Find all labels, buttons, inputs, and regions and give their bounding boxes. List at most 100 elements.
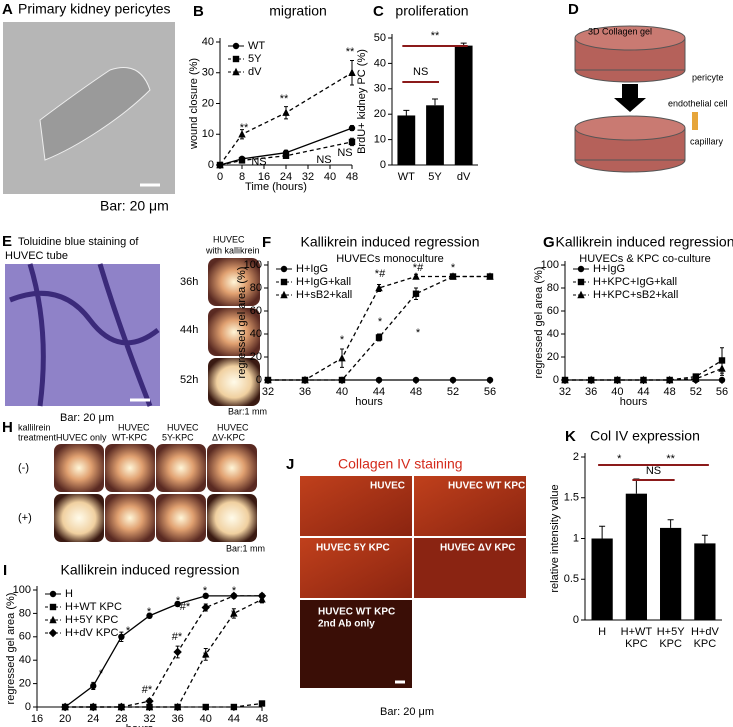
y-tick-label: 60 xyxy=(547,305,559,317)
x-tick-label: 32 xyxy=(302,171,314,183)
chart-title: proliferation xyxy=(395,3,468,19)
y-tick-label: 10 xyxy=(374,134,386,146)
y-axis-label: regressed gel area (%) xyxy=(5,593,17,705)
micrograph xyxy=(300,600,412,688)
chart-title: Kallikrein induced regression xyxy=(61,562,240,578)
data-point xyxy=(118,633,125,640)
annotation: * xyxy=(231,608,236,620)
panel-letter: D xyxy=(568,1,579,18)
legend-label: H+WT KPC xyxy=(65,601,122,613)
data-point xyxy=(89,702,98,712)
micrograph xyxy=(5,264,160,406)
panel-letter: A xyxy=(2,1,13,18)
legend-label: WT xyxy=(248,40,265,52)
micrograph xyxy=(300,538,412,598)
scale-bar-label: Bar:1 mm xyxy=(228,406,267,416)
y-tick-label: 40 xyxy=(547,328,559,340)
data-point xyxy=(174,600,181,608)
error-bar xyxy=(432,98,438,106)
y-tick-label: 40 xyxy=(374,57,386,69)
y-tick-label: 20 xyxy=(547,351,559,363)
scale-bar-label: Bar:1 mm xyxy=(226,543,265,553)
data-point xyxy=(60,702,70,712)
data-point xyxy=(202,592,209,600)
y-tick-label: 0.5 xyxy=(564,573,579,585)
column-header: WT-KPC xyxy=(112,432,147,442)
annotation: #* xyxy=(172,631,183,643)
data-point xyxy=(613,375,622,384)
gel-image xyxy=(208,258,260,306)
data-point xyxy=(375,283,383,292)
x-axis-label: hours xyxy=(620,396,648,408)
time-label: 44h xyxy=(180,324,198,336)
data-point xyxy=(718,364,726,372)
annotation: * xyxy=(617,453,622,465)
inset-title: with kallikrein xyxy=(205,245,260,255)
panel-title: Toluidine blue staining of xyxy=(18,236,139,248)
x-tick-label: 56 xyxy=(716,386,728,398)
x-tick-label-box: H+WT KPC xyxy=(621,626,652,650)
x-tick-label: 32 xyxy=(559,386,571,398)
data-point xyxy=(238,157,246,164)
x-tick-label: 56 xyxy=(484,386,496,398)
data-point xyxy=(412,272,420,280)
panel-letter: F xyxy=(262,234,271,251)
data-point xyxy=(230,703,238,711)
y-tick-label: 40 xyxy=(19,654,31,666)
data-point xyxy=(230,609,238,617)
chart-subtitle: HUVECs & KPC co-culture xyxy=(579,253,710,265)
legend-label: H xyxy=(65,588,73,600)
x-tick-label-box: H+5Y KPC xyxy=(657,626,685,650)
series-line xyxy=(65,598,263,708)
panel-letter: E xyxy=(2,233,12,250)
gel-image xyxy=(105,494,155,542)
y-tick-label: 0 xyxy=(256,374,262,386)
legend-marker xyxy=(48,628,58,638)
data-point xyxy=(173,702,182,711)
time-label: 52h xyxy=(180,374,198,386)
micrograph xyxy=(300,476,412,536)
x-tick-label: 40 xyxy=(611,386,623,398)
scale-bar-label: Bar: 20 μm xyxy=(60,412,114,424)
y-tick-label: 60 xyxy=(250,305,262,317)
data-point xyxy=(202,650,210,658)
row-header: treatment xyxy=(18,432,57,442)
data-point xyxy=(258,700,266,707)
annotation: #* xyxy=(180,601,191,613)
gel-image xyxy=(208,358,260,406)
y-tick-label: 20 xyxy=(19,678,31,690)
panel-letter: K xyxy=(565,428,576,445)
column-header: HUVEC only xyxy=(56,432,107,442)
bar xyxy=(591,538,613,620)
data-point xyxy=(449,272,457,280)
capillary-icon xyxy=(692,112,698,130)
y-tick-label: 80 xyxy=(19,607,31,619)
row-header: kallilrein xyxy=(18,422,51,432)
y-tick-label: 100 xyxy=(13,584,31,596)
data-point xyxy=(486,272,494,280)
y-axis-label: regressed gel area (%) xyxy=(236,267,248,379)
legend-label: H+IgG xyxy=(593,263,625,275)
data-point xyxy=(412,376,420,384)
data-point xyxy=(264,375,272,384)
legend-label: H+KPC+sB2+kall xyxy=(593,289,678,301)
x-tick-label: H xyxy=(598,626,607,638)
gel-label: 3D Collagen gel xyxy=(588,26,652,36)
bar xyxy=(625,493,647,620)
legend-marker xyxy=(232,55,240,63)
y-tick-label: 100 xyxy=(244,259,262,271)
gel-image xyxy=(156,444,206,492)
y-tick-label: 20 xyxy=(250,351,262,363)
data-point xyxy=(561,375,569,384)
legend-label: H+IgG xyxy=(296,263,328,275)
chart-title: migration xyxy=(269,3,327,19)
series-line xyxy=(65,595,262,708)
panel-letter: H xyxy=(2,419,13,436)
legend-label: pericyte xyxy=(692,72,724,82)
annotation: * xyxy=(340,334,345,346)
data-point xyxy=(449,376,457,384)
annotation: * xyxy=(176,595,181,607)
x-tick-label: 44 xyxy=(637,386,649,398)
annotation: ** xyxy=(346,46,355,58)
x-axis-label: Time (hours) xyxy=(245,181,307,193)
